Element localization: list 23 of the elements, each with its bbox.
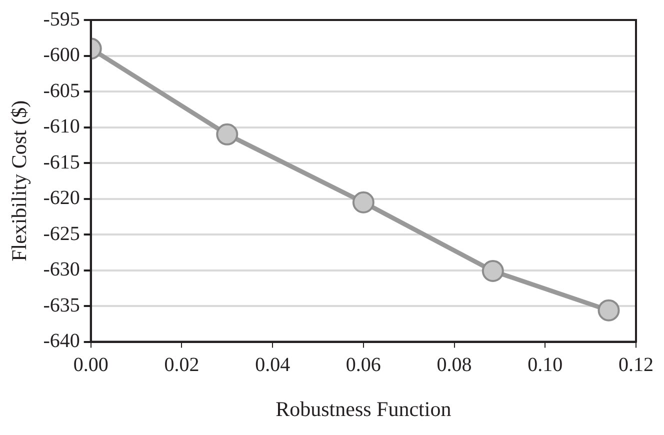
- x-tick-label: 0.10: [528, 354, 563, 376]
- y-tick-label: -605: [43, 80, 80, 102]
- point: [352, 191, 374, 214]
- x-tick-label: 0.04: [255, 354, 290, 376]
- point: [216, 123, 238, 146]
- x-tick-label: 0.06: [346, 354, 381, 376]
- x-tick-label: 0.02: [164, 354, 200, 376]
- point: [598, 299, 620, 322]
- y-tick-label: -595: [43, 8, 80, 30]
- y-tick-label: -615: [43, 151, 80, 174]
- y-tick-label: -635: [43, 294, 80, 316]
- y-tick-label: -625: [43, 222, 80, 245]
- x-tick-label: 0.08: [436, 354, 472, 376]
- y-tick-label: -600: [43, 44, 80, 66]
- point: [482, 260, 504, 282]
- x-tick-label: 0.12: [618, 354, 654, 376]
- y-axis-title: Flexibility Cost ($): [7, 100, 32, 262]
- y-tick-label: -620: [43, 187, 80, 210]
- x-axis-title: Robustness Function: [276, 396, 452, 421]
- y-tick-label: -640: [43, 330, 80, 352]
- x-tick-label: 0.00: [73, 354, 108, 376]
- y-tick-label: -630: [43, 258, 80, 281]
- y-tick-label: -610: [43, 116, 80, 138]
